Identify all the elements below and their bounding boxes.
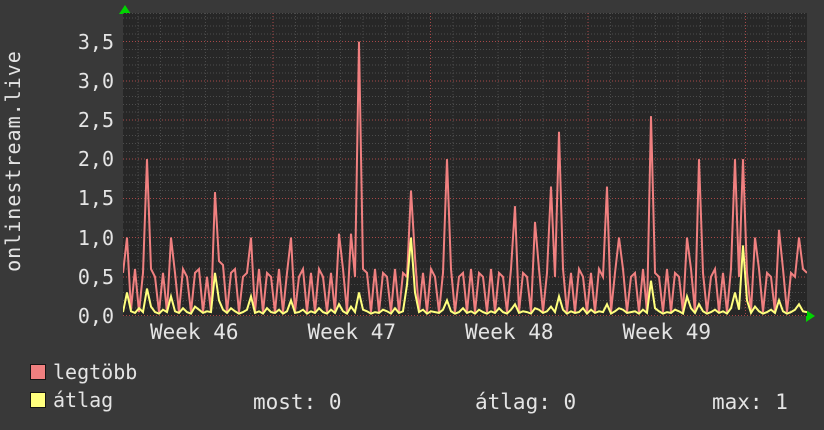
chart-svg [123, 13, 807, 316]
chart-plot-area [123, 13, 807, 316]
y-axis-arrow-icon [119, 5, 131, 14]
legend-item-legtobb: legtöbb [30, 361, 137, 383]
x-tick-label: Week 47 [307, 320, 396, 344]
y-tick-label: 0,0 [77, 304, 114, 328]
y-tick-label: 2,5 [77, 108, 114, 132]
y-tick-label: 3,5 [77, 29, 114, 54]
legend-label: legtöbb [53, 360, 138, 384]
x-tick-label: Week 48 [464, 320, 554, 344]
y-tick-label: 1,5 [77, 186, 114, 211]
y-tick-label: 1,0 [77, 225, 114, 250]
stat-most: most: 0 [253, 390, 342, 414]
x-axis-arrow-icon [806, 310, 815, 322]
x-tick-label: Week 46 [149, 320, 239, 344]
y-tick-label: 3,0 [77, 68, 114, 93]
legend-label: átlag [53, 388, 114, 412]
series-átlag [123, 237, 807, 316]
y-axis-title: onlinestream.live [1, 50, 25, 272]
stat-max: max: 1 [712, 390, 788, 414]
legend-swatch-legtobb-icon [30, 364, 46, 380]
stat-atlag: átlag: 0 [475, 390, 577, 414]
series-legtöbb [123, 41, 807, 313]
legend-swatch-atlag-icon [30, 392, 46, 408]
y-tick-label: 0,5 [77, 264, 114, 289]
y-tick-label: 2,0 [77, 147, 114, 172]
x-tick-label: Week 49 [622, 320, 711, 344]
legend-item-atlag: átlag [30, 389, 113, 411]
